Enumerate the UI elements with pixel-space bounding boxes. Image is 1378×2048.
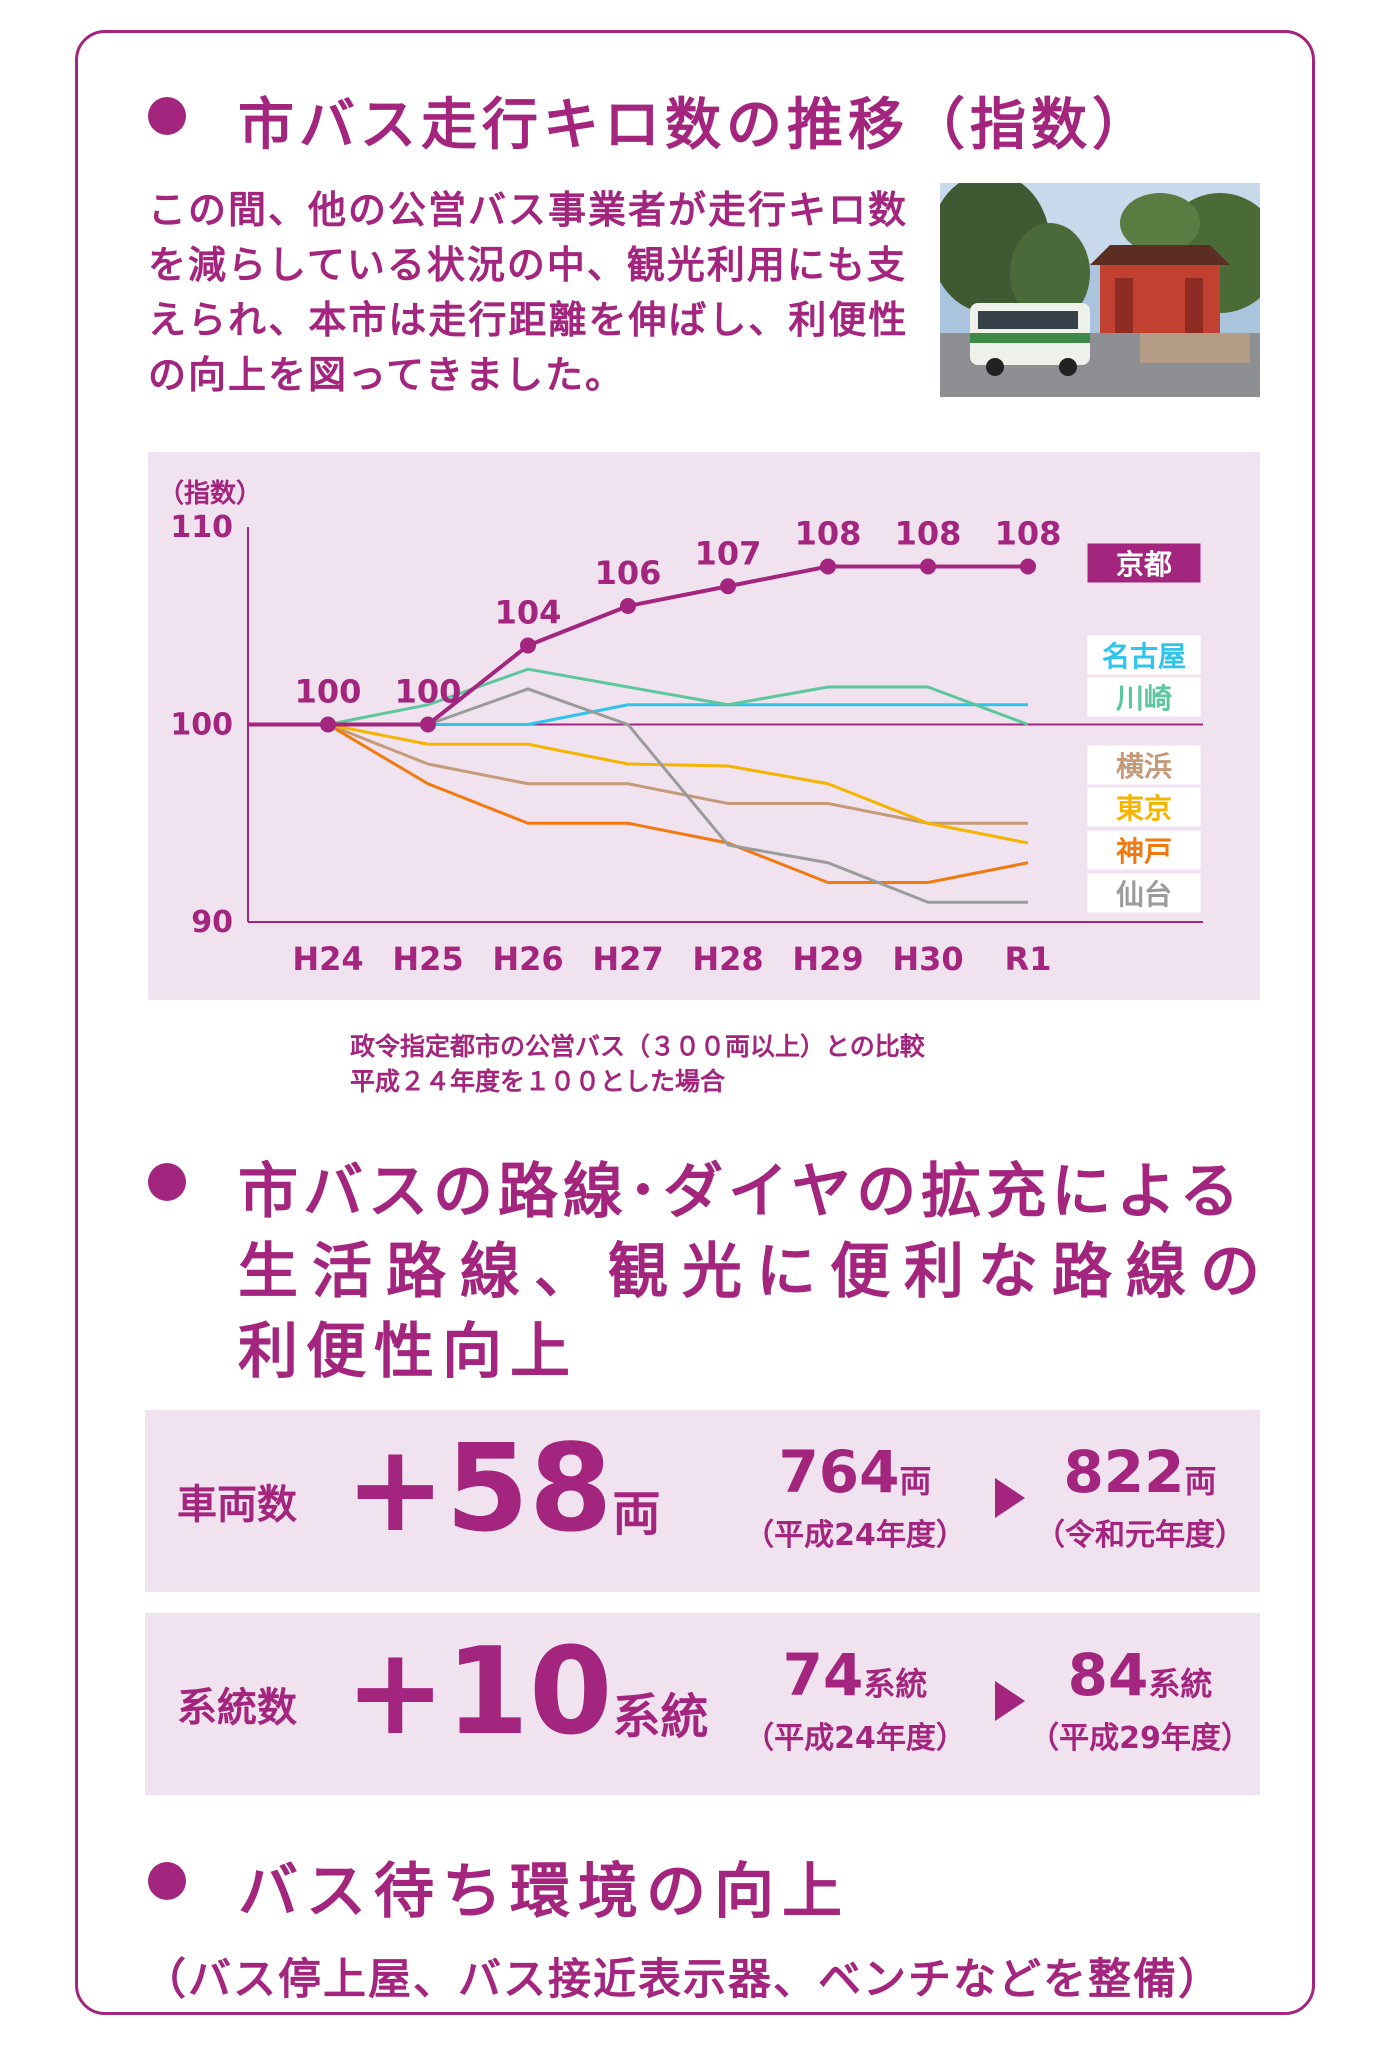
section-subtitle-waiting-env: （バス停上屋、バス接近表示器、ベンチなどを整備） xyxy=(143,1955,1223,2005)
stat-increase: +10系統 xyxy=(345,1623,709,1762)
stat-to: 822両 （令和元年度） xyxy=(1025,1438,1255,1554)
stat-from: 74系統 （平成24年度） xyxy=(735,1641,975,1757)
series-line xyxy=(327,723,1029,884)
stat-from-unit: 両 xyxy=(899,1462,932,1500)
series-line xyxy=(328,687,1028,904)
arrow-right-icon xyxy=(995,1681,1025,1721)
legend-label: 神戸 xyxy=(1116,835,1172,868)
stat-increase-number: +58 xyxy=(345,1420,613,1559)
data-point xyxy=(1020,558,1036,575)
chart-panel: 100 100 104 106 107 108 108 108 （指数） 110 100 90 H24… xyxy=(148,452,1260,1000)
data-point xyxy=(520,637,536,654)
legend-swatch xyxy=(1087,543,1201,583)
x-tick-label: H24 xyxy=(292,940,363,978)
stat-to-year: （令和元年度） xyxy=(1035,1518,1245,1553)
y-tick-label: 110 xyxy=(170,510,233,545)
stat-label: 車両数 xyxy=(177,1482,297,1528)
data-label: 100 xyxy=(295,673,362,711)
y-tick-label: 90 xyxy=(191,905,233,940)
stat-to: 84系統 （平成29年度） xyxy=(1025,1641,1255,1757)
data-label: 107 xyxy=(695,534,762,572)
y-tick-label: 100 xyxy=(170,708,233,743)
legend-label: 名古屋 xyxy=(1102,640,1186,673)
x-tick-label: R1 xyxy=(1005,940,1052,978)
stat-to-year: （平成29年度） xyxy=(1029,1721,1251,1756)
legend-swatch xyxy=(1087,787,1201,827)
x-tick-label: H25 xyxy=(392,940,463,978)
stat-from-number: 74 xyxy=(782,1641,864,1709)
bullet-icon xyxy=(148,1862,186,1900)
legend-label: 川崎 xyxy=(1116,682,1172,715)
legend-label: 京都 xyxy=(1116,548,1172,581)
stat-from: 764両 （平成24年度） xyxy=(735,1438,975,1554)
data-label: 108 xyxy=(995,515,1062,553)
stat-routes: 系統数 +10系統 74系統 （平成24年度） 84系統 （平成29年度） xyxy=(145,1613,1260,1795)
series-line xyxy=(327,667,1029,726)
x-tick-label: H27 xyxy=(592,940,663,978)
data-label: 100 xyxy=(395,673,462,711)
legend-swatch xyxy=(1087,677,1201,717)
legend-swatch xyxy=(1087,745,1201,785)
section-title-routes-line3: 利便性向上 xyxy=(238,1317,578,1387)
series-line xyxy=(328,703,1028,726)
data-point xyxy=(420,716,436,733)
stat-to-number: 822 xyxy=(1063,1438,1185,1506)
data-label: 104 xyxy=(495,594,562,632)
arrow-right-icon xyxy=(995,1478,1025,1518)
data-label: 106 xyxy=(595,554,662,592)
section-title-routes-line2: 生活路線、観光に便利な路線の xyxy=(238,1237,1274,1307)
data-point xyxy=(720,578,736,595)
chart-note-1: 政令指定都市の公営バス（３００両以上）との比較 xyxy=(350,1032,925,1061)
stat-from-year: （平成24年度） xyxy=(744,1518,966,1553)
stat-increase-number: +10 xyxy=(345,1623,613,1762)
stat-from-unit: 系統 xyxy=(863,1665,928,1703)
stat-from-year: （平成24年度） xyxy=(744,1721,966,1756)
legend-swatch xyxy=(1087,635,1201,675)
series-line xyxy=(327,723,1029,845)
stat-to-number: 84 xyxy=(1067,1641,1149,1709)
legend-label: 横浜 xyxy=(1116,750,1172,783)
stat-to-unit: 両 xyxy=(1184,1462,1217,1500)
stat-vehicles: 車両数 +58両 764両 （平成24年度） 822両 （令和元年度） xyxy=(145,1410,1260,1592)
bullet-icon xyxy=(148,1163,186,1201)
section-title-waiting-env: バス待ち環境の向上 xyxy=(238,1857,850,1927)
legend-swatch xyxy=(1087,873,1201,913)
bus-at-shrine-photo xyxy=(940,183,1260,397)
content-frame xyxy=(75,30,1315,2015)
data-point xyxy=(920,558,936,575)
chart-note-2: 平成２４年度を１００とした場合 xyxy=(350,1067,726,1096)
stat-increase-unit: 両 xyxy=(612,1486,661,1542)
bullet-icon xyxy=(148,97,186,135)
intro-text: この間、他の公営バス事業者が走行キロ数を減らしている状況の中、観光利用にも支えら… xyxy=(148,188,909,397)
x-tick-label: H30 xyxy=(892,940,963,978)
y-axis-label: （指数） xyxy=(158,479,262,509)
data-point xyxy=(320,716,336,733)
stat-to-unit: 系統 xyxy=(1148,1665,1213,1703)
x-tick-label: H28 xyxy=(692,940,763,978)
section-title-running-km: 市バス走行キロ数の推移（指数） xyxy=(238,93,1153,158)
x-tick-label: H26 xyxy=(492,940,563,978)
data-point xyxy=(620,598,636,614)
stat-from-number: 764 xyxy=(778,1438,900,1506)
legend-label: 東京 xyxy=(1116,792,1172,825)
legend-swatch xyxy=(1087,830,1201,870)
stat-increase: +58両 xyxy=(345,1420,661,1559)
section-title-routes-line1: 市バスの路線･ダイヤの拡充による xyxy=(238,1157,1245,1227)
stat-increase-unit: 系統 xyxy=(612,1689,709,1745)
stat-label: 系統数 xyxy=(177,1685,297,1731)
data-label: 108 xyxy=(795,515,862,553)
line-chart: 100 100 104 106 107 108 108 108 （指数）110 100 90 H24… xyxy=(158,479,1203,978)
series-line xyxy=(327,723,1028,825)
data-point xyxy=(820,558,836,575)
data-label: 108 xyxy=(895,515,962,553)
x-tick-label: H29 xyxy=(792,940,863,978)
legend-label: 仙台 xyxy=(1116,878,1172,911)
